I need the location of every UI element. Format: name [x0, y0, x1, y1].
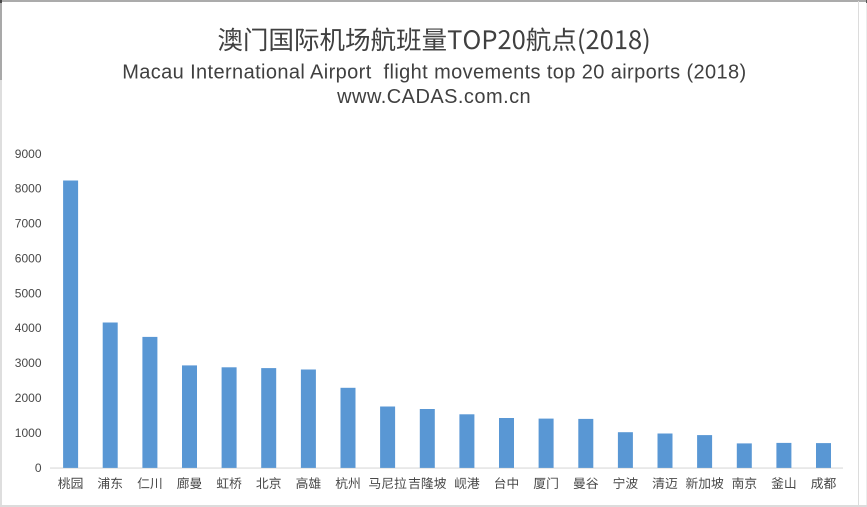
svg-text:3000: 3000 [15, 356, 42, 370]
svg-text:8000: 8000 [15, 182, 42, 196]
svg-text:Macau International Airport f: Macau International Airport flight movem… [122, 61, 746, 83]
svg-text:0: 0 [35, 461, 42, 475]
svg-text:4000: 4000 [15, 321, 42, 335]
svg-text:1000: 1000 [15, 426, 42, 440]
svg-text:9000: 9000 [15, 147, 42, 161]
svg-text:www.CADAS.com.cn: www.CADAS.com.cn [336, 86, 531, 108]
svg-text:5000: 5000 [15, 286, 42, 300]
svg-text:6000: 6000 [15, 252, 42, 266]
svg-text:7000: 7000 [15, 217, 42, 231]
svg-text:2000: 2000 [15, 391, 42, 405]
